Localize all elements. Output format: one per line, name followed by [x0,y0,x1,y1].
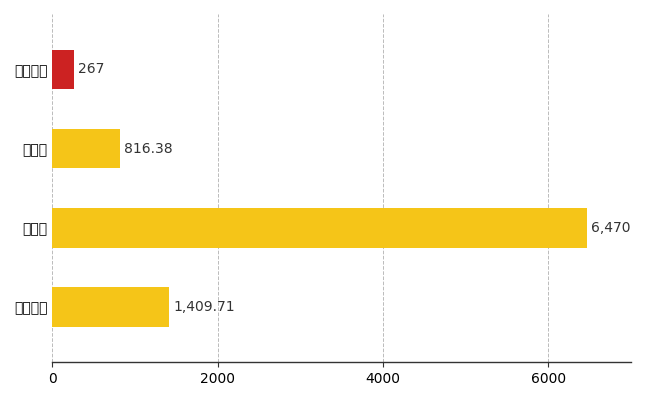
Bar [52,208,588,248]
Text: 267: 267 [79,62,105,76]
Text: 816.38: 816.38 [124,142,172,156]
Text: 1,409.71: 1,409.71 [173,300,235,314]
Bar [52,50,74,89]
Bar [52,129,120,168]
Bar [52,287,169,327]
Text: 6,470: 6,470 [592,221,631,235]
